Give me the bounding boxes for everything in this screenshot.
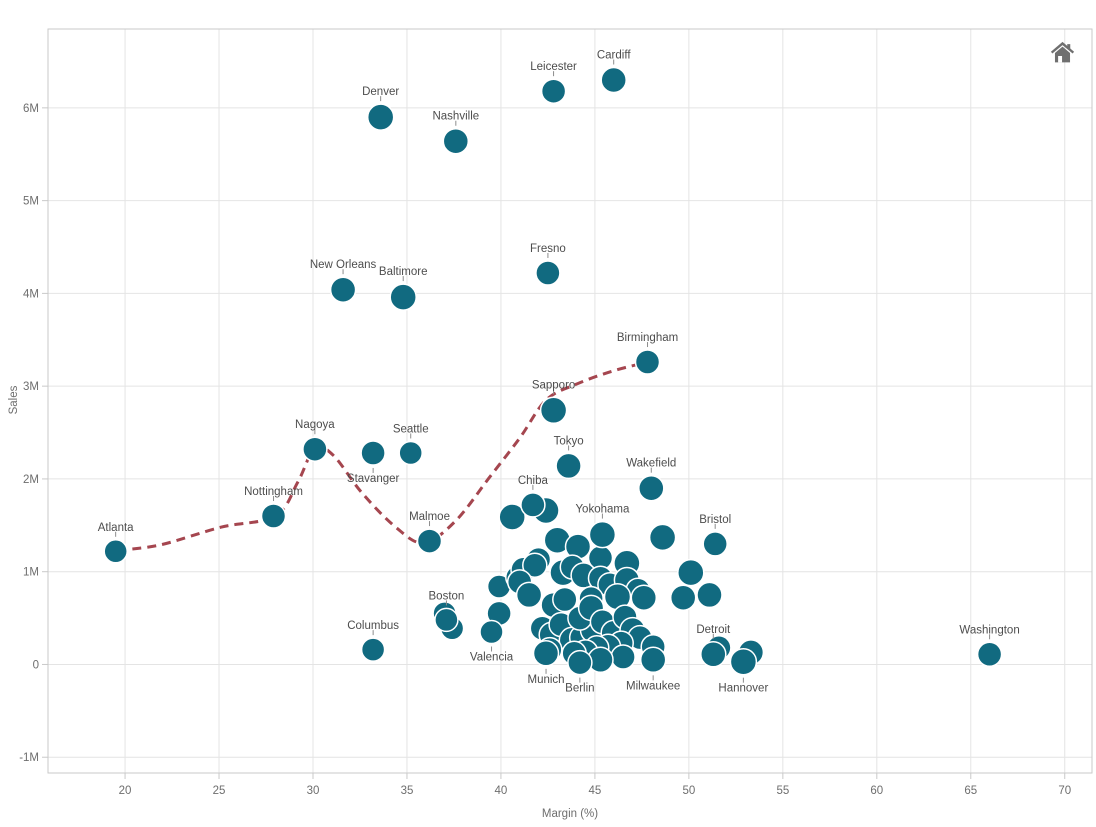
point-label: Washington <box>959 624 1019 636</box>
data-point-munich[interactable] <box>532 640 560 667</box>
point-label: Detroit <box>696 624 731 636</box>
point-label: Nagoya <box>295 419 335 431</box>
point-label: Chiba <box>518 475 549 487</box>
point-label: Atlanta <box>98 522 134 534</box>
x-tick-label: 25 <box>213 785 226 797</box>
trend-line <box>117 360 648 552</box>
data-point[interactable] <box>498 503 526 531</box>
x-tick-label: 45 <box>589 785 602 797</box>
y-tick-label: -1M <box>19 752 39 764</box>
x-tick-label: 35 <box>401 785 414 797</box>
data-point-chiba[interactable] <box>520 492 546 518</box>
point-label: Seattle <box>393 423 429 435</box>
x-tick-label: 40 <box>495 785 508 797</box>
x-tick-label: 65 <box>964 785 977 797</box>
data-point-baltimore[interactable] <box>389 283 417 311</box>
x-tick-label: 50 <box>682 785 695 797</box>
y-tick-label: 4M <box>23 288 39 300</box>
data-point[interactable] <box>696 581 723 609</box>
x-tick-label: 60 <box>870 785 883 797</box>
data-point-birmingham[interactable] <box>634 349 661 375</box>
point-label: Wakefield <box>626 458 676 470</box>
data-point-nottingham[interactable] <box>260 503 287 529</box>
data-point-tokyo[interactable] <box>555 452 582 480</box>
y-tick-label: 0 <box>33 659 39 671</box>
data-point-milwaukee[interactable] <box>639 646 667 674</box>
point-label: Munich <box>527 674 564 686</box>
point-label: Birmingham <box>617 332 678 344</box>
data-point-nashville[interactable] <box>442 127 470 155</box>
home-icon-glyph <box>1050 41 1075 63</box>
point-label: Berlin <box>565 683 594 695</box>
data-point-stavanger[interactable] <box>360 440 386 466</box>
point-label: Sapporo <box>532 379 575 391</box>
point-label: Leicester <box>530 61 577 73</box>
point-label: Tokyo <box>554 435 584 447</box>
x-axis-title: Margin (%) <box>541 808 599 820</box>
home-icon[interactable] <box>1049 39 1076 66</box>
data-point-yokohama[interactable] <box>588 520 617 549</box>
y-tick-label: 5M <box>23 196 39 208</box>
data-point-berlin[interactable] <box>567 649 593 676</box>
data-point-sapporo[interactable] <box>539 396 568 425</box>
data-point[interactable] <box>610 644 636 670</box>
data-point[interactable] <box>515 581 543 609</box>
data-point-new-orleans[interactable] <box>329 276 357 303</box>
data-point-atlanta[interactable] <box>103 539 128 564</box>
y-tick-label: 2M <box>23 474 39 486</box>
data-point-hannover[interactable] <box>729 647 758 676</box>
data-point[interactable] <box>669 584 697 611</box>
y-axis-title: Sales <box>8 385 20 415</box>
point-label: Hannover <box>718 683 768 695</box>
point-label: New Orleans <box>310 259 377 271</box>
data-point-detroit[interactable] <box>700 641 727 668</box>
data-point-seattle[interactable] <box>398 440 423 466</box>
point-label: Denver <box>362 86 399 98</box>
data-point-bristol[interactable] <box>702 531 728 557</box>
point-label: Columbus <box>347 620 399 632</box>
data-point-malmoe[interactable] <box>416 528 443 554</box>
y-tick-label: 6M <box>23 103 39 115</box>
point-label: Milwaukee <box>626 680 680 692</box>
data-point[interactable] <box>677 558 705 587</box>
point-label: Bristol <box>699 514 731 526</box>
point-label: Nottingham <box>244 486 303 498</box>
point-label: Cardiff <box>597 50 631 62</box>
data-point-valencia[interactable] <box>479 619 504 645</box>
data-point-cardiff[interactable] <box>600 66 627 94</box>
plot-border <box>47 28 1093 774</box>
data-point[interactable] <box>552 586 578 613</box>
data-point[interactable] <box>522 552 548 578</box>
point-label: Yokohama <box>575 504 630 516</box>
data-point-fresno[interactable] <box>535 260 561 286</box>
data-point-boston[interactable] <box>434 607 459 633</box>
point-label: Boston <box>429 590 465 602</box>
y-tick-label: 1M <box>23 567 39 579</box>
data-point[interactable] <box>630 584 658 611</box>
point-label: Fresno <box>530 243 566 255</box>
point-label: Nashville <box>432 111 479 123</box>
data-point-denver[interactable] <box>366 103 395 131</box>
point-label: Malmoe <box>409 511 450 523</box>
x-tick-label: 55 <box>776 785 789 797</box>
data-point[interactable] <box>648 523 677 552</box>
point-label: Baltimore <box>379 266 428 278</box>
y-tick-label: 3M <box>23 381 39 393</box>
data-point-leicester[interactable] <box>540 78 567 104</box>
point-label: Valencia <box>470 651 514 663</box>
data-point-washington[interactable] <box>976 641 1003 668</box>
data-point-wakefield[interactable] <box>638 474 665 502</box>
x-tick-label: 70 <box>1058 785 1071 797</box>
point-label: Stavanger <box>347 473 400 485</box>
data-point-columbus[interactable] <box>360 637 386 662</box>
data-point-nagoya[interactable] <box>302 436 328 462</box>
x-tick-label: 20 <box>119 785 132 797</box>
x-tick-label: 30 <box>307 785 320 797</box>
